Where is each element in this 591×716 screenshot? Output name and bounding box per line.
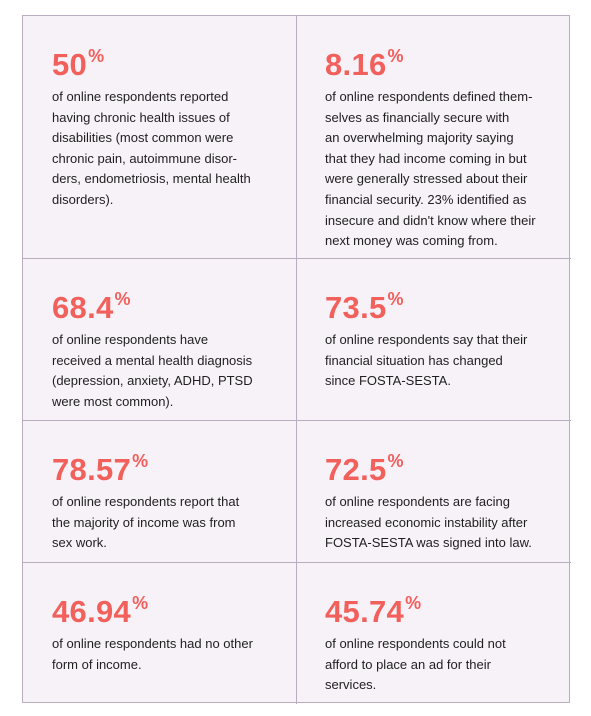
stat-number: 72.5 xyxy=(325,452,387,487)
description-line: of online respondents report that xyxy=(52,494,240,509)
description-line: afford to place an ad for their xyxy=(325,656,491,672)
stat-unit: % xyxy=(132,451,149,471)
description-line: were generally stressed about their xyxy=(325,171,528,187)
stat-description: of online respondents could not afford to… xyxy=(325,634,571,696)
stat-description: of online respondents reported having chr… xyxy=(52,87,296,211)
description-line: of online respondents defined them- xyxy=(325,89,533,104)
description-line: an overwhelming majority saying xyxy=(325,130,514,146)
stat-unit: % xyxy=(88,46,105,66)
stat-cell: 73.5% of online respondents say that thei… xyxy=(297,259,571,421)
description-line: form of income. xyxy=(52,656,142,672)
stat-unit: % xyxy=(132,593,149,613)
description-line: financial security. 23% identified as xyxy=(325,191,527,207)
description-line: of online respondents say that their xyxy=(325,332,528,347)
stat-cell: 46.94% of online respondents had no other… xyxy=(23,563,297,704)
stat-number: 46.94 xyxy=(52,594,132,629)
stat-cell: 68.4% of online respondents have received … xyxy=(23,259,297,421)
description-line: of online respondents reported xyxy=(52,89,229,104)
stat-unit: % xyxy=(387,289,404,309)
description-line: sex work. xyxy=(52,535,107,551)
stat-cell: 45.74% of online respondents could not aff… xyxy=(297,563,571,704)
description-line: of online respondents could not xyxy=(325,636,506,651)
stat-number: 68.4 xyxy=(52,290,114,325)
stat-number: 45.74 xyxy=(325,594,405,629)
description-line: (depression, anxiety, ADHD, PTSD xyxy=(52,373,253,389)
stat-description: of online respondents report that the maj… xyxy=(52,492,296,554)
stat-description: of online respondents have received a men… xyxy=(52,330,296,412)
description-line: that they had income coming in but xyxy=(325,150,527,166)
description-line: received a mental health diagnosis xyxy=(52,352,253,368)
description-line: of online respondents are facing xyxy=(325,494,511,509)
stat-figure: 50% xyxy=(52,38,296,83)
stat-cell: 8.16% of online respondents defined them-… xyxy=(297,16,571,259)
description-line: selves as financially secure with xyxy=(325,109,510,125)
description-line: since FOSTA-SESTA. xyxy=(325,373,451,389)
description-line: chronic pain, autoimmune disor- xyxy=(52,150,237,166)
stat-description: of online respondents say that their fina… xyxy=(325,330,571,392)
stat-figure: 78.57% xyxy=(52,443,296,488)
description-line: of online respondents had no other xyxy=(52,636,253,651)
stat-description: of online respondents are facing increase… xyxy=(325,492,571,554)
stat-figure: 68.4% xyxy=(52,281,296,326)
description-line: the majority of income was from xyxy=(52,514,236,530)
description-line: increased economic instability after xyxy=(325,514,528,530)
stat-figure: 46.94% xyxy=(52,585,296,630)
description-line: disabilities (most common were xyxy=(52,130,234,146)
stat-description: of online respondents had no other form o… xyxy=(52,634,296,675)
stat-unit: % xyxy=(387,451,404,471)
stat-number: 73.5 xyxy=(325,290,387,325)
stat-unit: % xyxy=(114,289,131,309)
stat-number: 50 xyxy=(52,47,88,82)
stats-grid: 50% of online respondents reported having … xyxy=(22,15,571,704)
stat-description: of online respondents defined them-selve… xyxy=(325,87,571,252)
description-line: disorders). xyxy=(52,191,114,207)
description-line: having chronic health issues of xyxy=(52,109,230,125)
description-line: FOSTA-SESTA was signed into law. xyxy=(325,535,532,551)
description-line: insecure and didn't know where their xyxy=(325,212,536,228)
stat-figure: 45.74% xyxy=(325,585,571,630)
description-line: services. xyxy=(325,677,377,693)
stat-cell: 72.5% of online respondents are facing inc… xyxy=(297,421,571,563)
stat-figure: 73.5% xyxy=(325,281,571,326)
stat-figure: 8.16% xyxy=(325,38,571,83)
stat-number: 8.16 xyxy=(325,47,387,82)
stat-number: 78.57 xyxy=(52,452,132,487)
description-line: were most common). xyxy=(52,393,174,409)
stat-cell: 78.57% of online respondents report that t… xyxy=(23,421,297,563)
stat-unit: % xyxy=(405,593,422,613)
description-line: financial situation has changed xyxy=(325,352,503,368)
stat-unit: % xyxy=(387,46,404,66)
stat-cell: 50% of online respondents reported having … xyxy=(23,16,297,259)
description-line: ders, endometriosis, mental health xyxy=(52,171,251,187)
stat-figure: 72.5% xyxy=(325,443,571,488)
description-line: next money was coming from. xyxy=(325,233,498,249)
description-line: of online respondents have xyxy=(52,332,209,347)
